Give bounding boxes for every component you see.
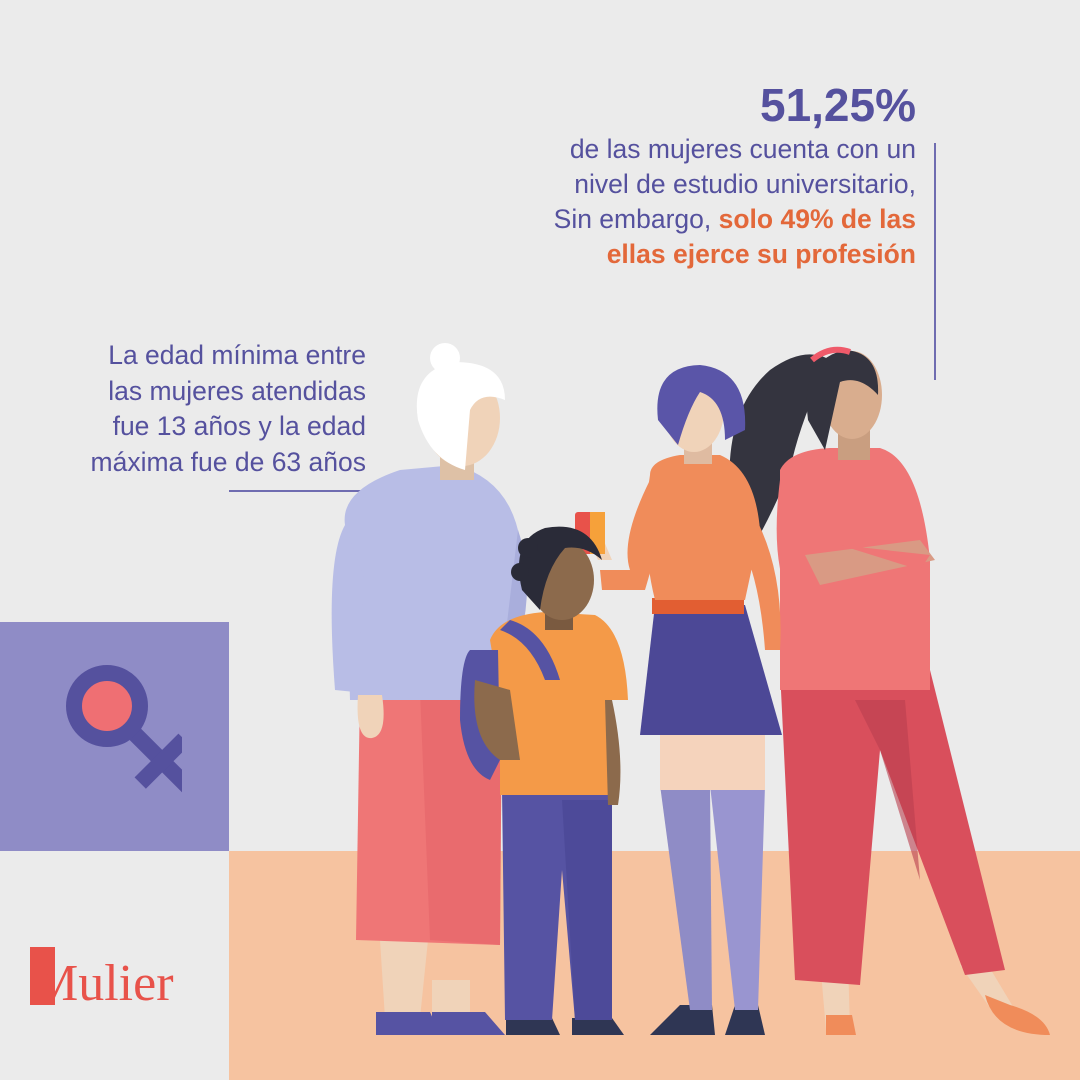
age-line-1: La edad mínima entre xyxy=(108,340,366,370)
child-figure xyxy=(460,526,628,1035)
age-line-2: las mujeres atendidas xyxy=(108,375,366,406)
tall-woman-figure xyxy=(729,346,1050,1035)
age-line-4: máxima fue de 63 años xyxy=(90,446,366,477)
stat-line-4: ellas ejerce su profesión xyxy=(606,239,916,269)
stat-block: 51,25% de las mujeres cuenta con un nive… xyxy=(396,78,916,272)
stat-line-3: Sin embargo, solo 49% de las xyxy=(396,202,916,237)
stat-line-2: nivel de estudio universitario, xyxy=(574,169,916,199)
stat-line-3-bold: solo 49% de las xyxy=(718,204,916,234)
mulier-logo: Mulier xyxy=(30,947,174,1010)
age-divider xyxy=(229,490,403,492)
stat-number: 51,25% xyxy=(759,79,916,131)
stat-line-3-normal: Sin embargo, xyxy=(553,204,719,234)
venus-icon xyxy=(66,665,182,793)
stat-line-1: de las mujeres cuenta con un xyxy=(569,134,916,164)
age-block: La edad mínima entre las mujeres atendid… xyxy=(30,338,366,480)
stat-divider xyxy=(934,143,936,380)
age-line-3: fue 13 años y la edad xyxy=(112,411,366,441)
grandmother-figure xyxy=(331,343,528,1035)
logo-text: Mulier xyxy=(32,955,174,1010)
women-illustration xyxy=(331,343,1050,1035)
middle-woman-figure xyxy=(575,365,782,1035)
